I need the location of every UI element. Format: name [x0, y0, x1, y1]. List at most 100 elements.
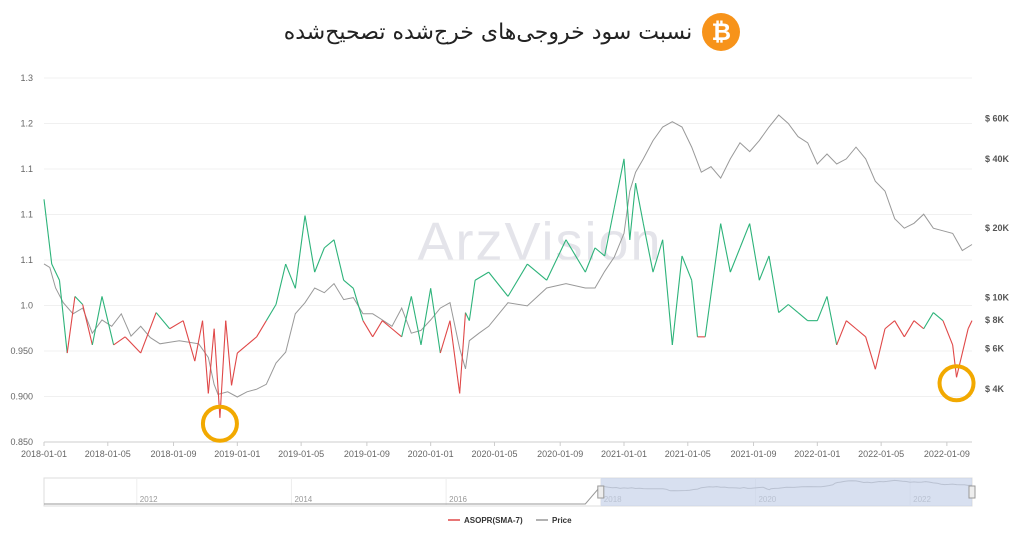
asopr-segment — [604, 207, 615, 257]
asopr-segment — [952, 344, 958, 378]
x-tick-label: 2022-01-05 — [858, 449, 904, 459]
x-tick-label: 2020-01-05 — [471, 449, 517, 459]
axes: 0.850 0.900 0.950 1.0 1.1 1.1 1.1 1.2 1.3 2018-01… — [10, 73, 1009, 459]
x-tick-label: 2019-01-01 — [214, 449, 260, 459]
navigator-tick-label: 2016 — [449, 495, 467, 504]
x-tick-label: 2020-01-09 — [537, 449, 583, 459]
asopr-segment — [236, 344, 248, 354]
asopr-segment — [797, 312, 809, 322]
asopr-segment — [51, 263, 60, 281]
navigator-tick-label: 2014 — [294, 495, 312, 504]
x-tick-label: 2022-01-01 — [794, 449, 840, 459]
asopr-segment — [225, 320, 233, 386]
price-tick-label: $ 60K — [985, 113, 1010, 123]
asopr-segment — [671, 255, 683, 345]
asopr-segment — [967, 320, 973, 329]
asopr-segment — [82, 304, 93, 346]
low-highlight-circle — [200, 404, 239, 443]
grid — [44, 77, 972, 443]
x-tick-label: 2021-01-09 — [731, 449, 777, 459]
asopr-segment — [613, 158, 625, 208]
asopr-segment — [507, 263, 528, 297]
navigator-tick-label: 2012 — [140, 495, 158, 504]
asopr-segment — [352, 288, 364, 321]
asopr-segment — [855, 328, 867, 338]
asopr-segment — [410, 296, 422, 346]
asopr-segment — [932, 312, 944, 322]
x-tick-label: 2018-01-01 — [21, 449, 67, 459]
asopr-segment — [101, 296, 115, 346]
asopr-segment — [246, 336, 258, 346]
asopr-segment — [865, 336, 876, 370]
x-tick-label: 2020-01-01 — [408, 449, 454, 459]
asopr-segment — [74, 296, 84, 305]
asopr-segment — [565, 239, 586, 273]
asopr-segment — [124, 336, 142, 354]
price-tick-label: $ 4K — [985, 384, 1005, 394]
y-tick-label: 0.950 — [10, 346, 33, 356]
x-tick-label: 2021-01-01 — [601, 449, 647, 459]
asopr-segment — [381, 320, 393, 330]
asopr-segment — [720, 223, 731, 273]
asopr-segment — [942, 320, 954, 346]
asopr-segment — [546, 239, 567, 281]
low-highlight-circle — [937, 364, 976, 403]
asopr-segment — [285, 263, 296, 289]
asopr-segment — [691, 280, 699, 337]
asopr-segment — [464, 312, 470, 321]
asopr-segment — [439, 320, 451, 354]
asopr-segment — [169, 320, 184, 330]
asopr-segment — [333, 239, 345, 281]
asopr-segment — [768, 255, 780, 313]
asopr-segment — [230, 352, 238, 386]
asopr-segment — [43, 199, 53, 265]
asopr-segment — [923, 312, 934, 330]
price-tick-label: $ 40K — [985, 154, 1010, 164]
y-tick-label: 1.2 — [20, 119, 33, 129]
title-bar: نسبت سود خروجی‌های خرج‌شده تصحیح‌شده ₿ — [0, 12, 1024, 52]
asopr-segment — [182, 320, 196, 362]
asopr-segment — [113, 336, 126, 346]
asopr-segment — [391, 328, 403, 338]
bitcoin-logo-icon: ₿ — [702, 13, 741, 51]
x-tick-label: 2019-01-09 — [344, 449, 390, 459]
asopr-segment — [749, 223, 760, 281]
asopr-segment — [816, 296, 828, 321]
y-tick-label: 0.900 — [10, 392, 33, 402]
y-tick-label: 1.0 — [20, 301, 33, 311]
asopr-segment — [207, 328, 215, 394]
asopr-segment — [836, 320, 847, 346]
asopr-segment — [58, 280, 68, 354]
asopr-segment — [323, 239, 335, 249]
asopr-segment — [474, 271, 489, 281]
asopr-segment — [294, 215, 306, 289]
asopr-segment — [642, 223, 654, 273]
legend: ASOPR(SMA-7) Price — [448, 516, 572, 525]
asopr-segment — [729, 247, 741, 273]
y-tick-label: 1.3 — [20, 73, 33, 83]
price-tick-label: $ 6K — [985, 344, 1005, 354]
asopr-segment — [961, 328, 969, 354]
asopr-segment — [704, 223, 722, 337]
time-navigator[interactable]: 201220142016201820202022 — [43, 477, 976, 507]
asopr-segment — [372, 320, 383, 338]
asopr-segment — [314, 247, 325, 273]
asopr-segment — [343, 279, 354, 289]
asopr-segment — [874, 328, 886, 370]
asopr-segment — [584, 247, 596, 273]
y-tick-label: 1.1 — [20, 164, 33, 174]
asopr-segment — [459, 312, 467, 394]
asopr-segment — [219, 320, 227, 418]
asopr-segment — [420, 288, 432, 346]
asopr-segment — [213, 328, 221, 418]
asopr-segment — [787, 304, 799, 313]
asopr-segment — [652, 239, 664, 273]
asopr-segment — [884, 320, 896, 330]
asopr-segment — [623, 158, 631, 240]
asopr-segment — [362, 320, 374, 338]
asopr-segment — [594, 247, 606, 257]
asopr-segment — [913, 320, 925, 330]
x-tick-label: 2022-01-09 — [924, 449, 970, 459]
asopr-segment — [468, 280, 476, 321]
asopr-segment — [681, 255, 693, 281]
